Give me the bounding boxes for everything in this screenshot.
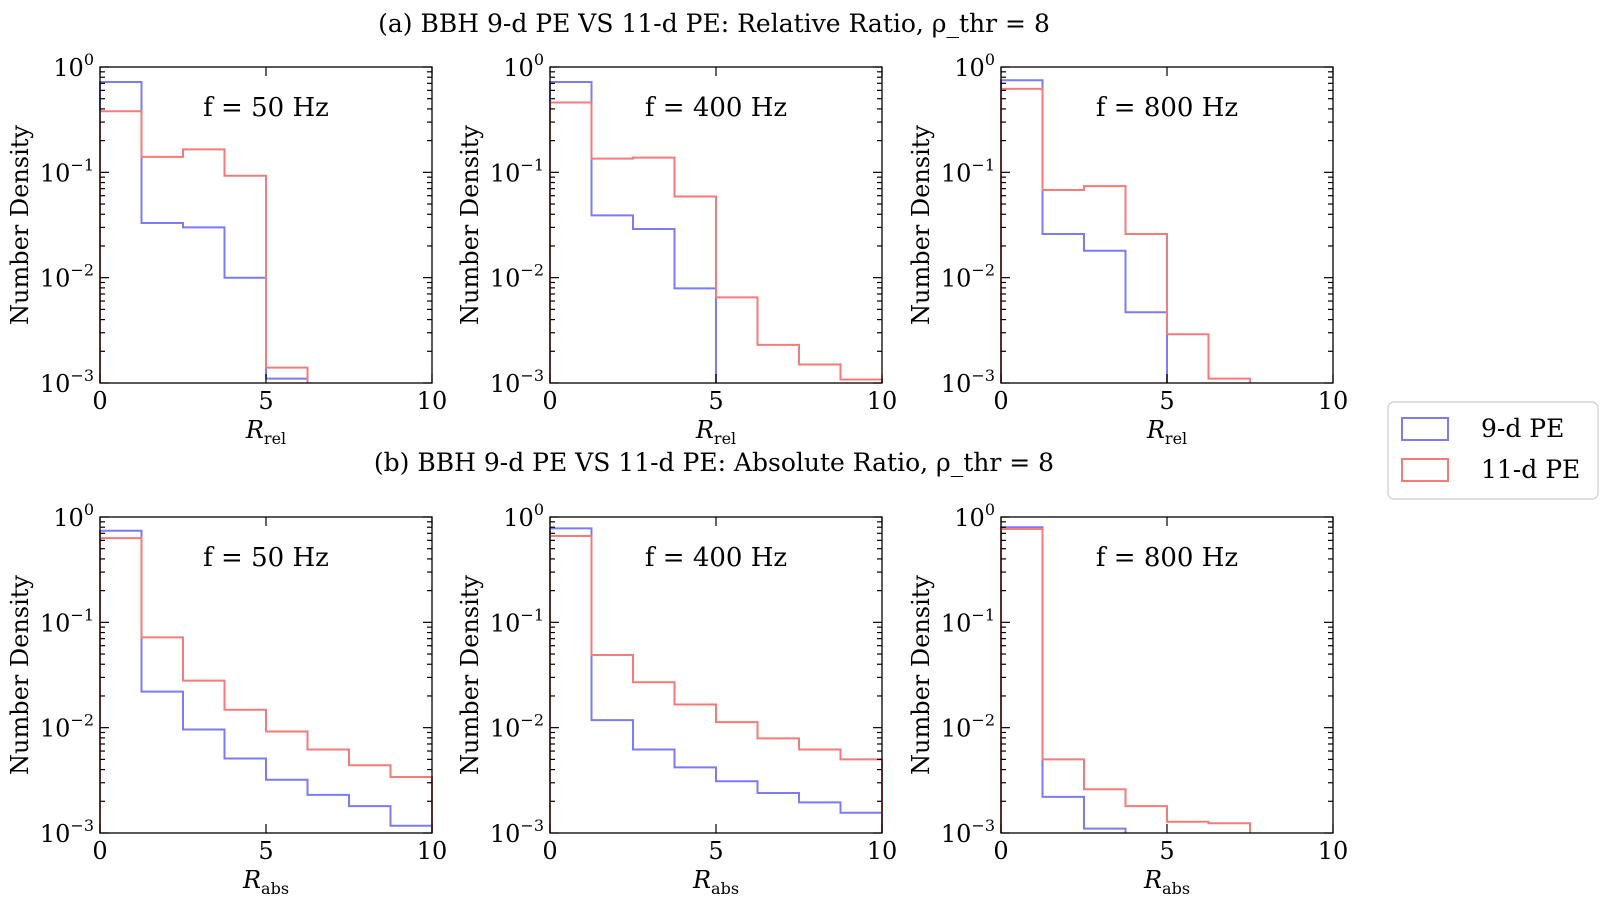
row-title-b: (b) BBH 9-d PE VS 11-d PE: Absolute Rati… — [374, 448, 1054, 477]
x-tick-label: 5 — [258, 387, 273, 415]
x-tick-label: 0 — [993, 837, 1008, 865]
x-tick-label: 10 — [1318, 837, 1349, 865]
y-tick-label: 10−2 — [490, 711, 544, 743]
series-9d-step — [1000, 79, 1168, 383]
y-tick-label: 100 — [503, 500, 544, 532]
x-axis-label: Rrel — [1146, 416, 1187, 448]
panel-1-1: 10−3 10−2 10−1 100 0 5 10 Number Density Rabs f =… — [456, 500, 897, 898]
series-11d-step — [1000, 528, 1251, 833]
series-11d-step — [549, 101, 883, 383]
legend-swatch-9d — [1401, 417, 1449, 441]
legend-box — [1387, 401, 1599, 500]
x-tick-label: 5 — [708, 387, 723, 415]
y-tick-label: 10−3 — [941, 816, 995, 848]
y-tick-label: 10−3 — [40, 366, 94, 398]
y-tick-label: 10−2 — [941, 261, 995, 293]
x-tick-label: 5 — [258, 837, 273, 865]
frequency-annotation: f = 800 Hz — [1096, 543, 1238, 573]
series-11d-step — [99, 110, 309, 383]
legend-label-9d: 9-d PE — [1481, 414, 1564, 443]
series-11d-step — [549, 535, 883, 833]
frequency-annotation: f = 800 Hz — [1096, 93, 1238, 123]
legend-label-11d: 11-d PE — [1481, 455, 1580, 484]
x-axis-label: Rabs — [692, 866, 739, 898]
x-axis-label: Rabs — [1143, 866, 1190, 898]
x-tick-label: 0 — [92, 387, 107, 415]
x-tick-label: 10 — [867, 837, 898, 865]
y-tick-label: 10−3 — [941, 366, 995, 398]
x-tick-label: 5 — [708, 837, 723, 865]
y-axis-label: Number Density — [6, 125, 34, 325]
x-axis-label: Rrel — [245, 416, 286, 448]
x-tick-label: 0 — [92, 837, 107, 865]
series-9d-step — [99, 529, 433, 833]
panel-0-2: 10−3 10−2 10−1 100 0 5 10 Number Density Rrel f =… — [907, 50, 1348, 448]
y-tick-label: 10−1 — [941, 605, 995, 637]
y-axis-label: Number Density — [907, 125, 935, 325]
y-tick-label: 10−3 — [490, 816, 544, 848]
series-11d-step — [99, 537, 433, 833]
x-tick-label: 10 — [417, 837, 448, 865]
x-tick-label: 0 — [542, 387, 557, 415]
y-tick-label: 10−2 — [40, 261, 94, 293]
y-tick-label: 100 — [503, 50, 544, 82]
legend: 9-d PE 11-d PE — [1387, 401, 1599, 500]
y-tick-label: 10−3 — [40, 816, 94, 848]
frequency-annotation: f = 400 Hz — [645, 543, 787, 573]
x-axis-label: Rrel — [695, 416, 736, 448]
frequency-annotation: f = 50 Hz — [203, 93, 329, 123]
x-tick-label: 10 — [867, 387, 898, 415]
series-9d-step — [549, 81, 717, 383]
y-axis-label: Number Density — [456, 125, 484, 325]
panel-1-2: 10−3 10−2 10−1 100 0 5 10 Number Density Rabs f =… — [907, 500, 1348, 898]
panel-1-0: 10−3 10−2 10−1 100 0 5 10 Number Density Rabs f =… — [6, 500, 447, 898]
x-tick-label: 0 — [542, 837, 557, 865]
x-tick-label: 5 — [1159, 387, 1174, 415]
y-tick-label: 100 — [53, 500, 94, 532]
y-tick-label: 10−1 — [40, 155, 94, 187]
y-tick-label: 10−1 — [40, 605, 94, 637]
y-axis-label: Number Density — [6, 575, 34, 775]
x-axis-label: Rabs — [242, 866, 289, 898]
legend-swatch-11d — [1401, 458, 1449, 482]
y-tick-label: 10−1 — [490, 605, 544, 637]
series-11d-step — [1000, 87, 1251, 383]
x-tick-label: 10 — [417, 387, 448, 415]
frequency-annotation: f = 400 Hz — [645, 93, 787, 123]
y-axis-label: Number Density — [456, 575, 484, 775]
series-9d-step — [99, 81, 309, 383]
x-tick-label: 0 — [993, 387, 1008, 415]
row-title-a: (a) BBH 9-d PE VS 11-d PE: Relative Rati… — [378, 9, 1050, 38]
y-tick-label: 10−2 — [490, 261, 544, 293]
panel-0-1: 10−3 10−2 10−1 100 0 5 10 Number Density Rrel f =… — [456, 50, 897, 448]
series-9d-step — [1000, 526, 1127, 833]
y-axis-label: Number Density — [907, 575, 935, 775]
y-tick-label: 10−2 — [941, 711, 995, 743]
y-tick-label: 10−1 — [490, 155, 544, 187]
y-tick-label: 100 — [954, 50, 995, 82]
x-tick-label: 10 — [1318, 387, 1349, 415]
series-9d-step — [549, 527, 883, 833]
y-tick-label: 10−3 — [490, 366, 544, 398]
frequency-annotation: f = 50 Hz — [203, 543, 329, 573]
y-tick-label: 100 — [53, 50, 94, 82]
y-tick-label: 10−2 — [40, 711, 94, 743]
y-tick-label: 100 — [954, 500, 995, 532]
y-tick-label: 10−1 — [941, 155, 995, 187]
x-tick-label: 5 — [1159, 837, 1174, 865]
panel-0-0: 10−3 10−2 10−1 100 0 5 10 Number Density Rrel f =… — [6, 50, 447, 448]
